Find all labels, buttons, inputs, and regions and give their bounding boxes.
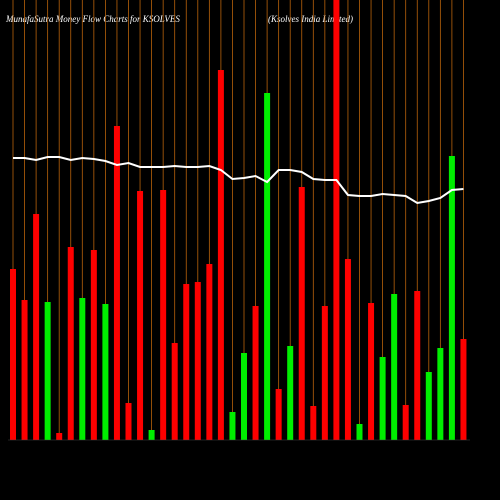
bar [206, 264, 213, 440]
bar [137, 191, 144, 440]
bar [160, 190, 167, 440]
bar [90, 250, 97, 440]
bar [310, 406, 317, 440]
bar [333, 0, 340, 440]
bar [264, 93, 271, 440]
bar [79, 298, 86, 440]
bar [183, 284, 190, 440]
bar [56, 433, 63, 440]
chart-title: MunafaSutra Money Flow Charts for KSOLVE… [5, 14, 180, 24]
bar [379, 357, 386, 440]
bar [252, 306, 259, 440]
bar [229, 412, 236, 440]
bar [171, 343, 178, 440]
bar [391, 294, 398, 440]
bar [356, 424, 363, 440]
bar [241, 353, 247, 440]
bar [298, 187, 305, 440]
bar [148, 430, 155, 440]
bar [10, 269, 16, 440]
bar [194, 282, 201, 440]
bar [402, 405, 409, 440]
bar [321, 306, 328, 440]
bar [460, 339, 467, 440]
bar [21, 300, 28, 440]
bar [344, 259, 351, 440]
bar [33, 214, 40, 440]
bar [44, 302, 51, 440]
bar [368, 303, 375, 440]
bar [102, 304, 109, 440]
chart-subtitle: (Ksolves India Limited) [268, 14, 353, 24]
bar [437, 348, 444, 440]
money-flow-line [13, 156, 464, 205]
bar [217, 70, 224, 440]
bar [125, 403, 132, 440]
bar [67, 247, 74, 440]
bar [287, 346, 294, 440]
bar [425, 372, 432, 440]
bar [113, 126, 120, 440]
bar [275, 389, 282, 440]
bar [414, 291, 421, 440]
bar [448, 156, 455, 440]
